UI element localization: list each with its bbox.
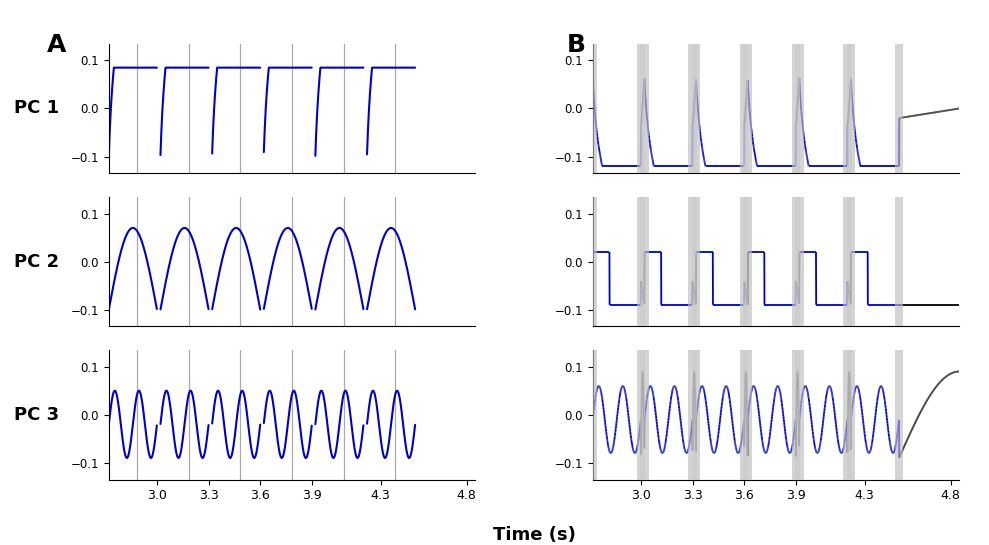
Bar [795,197,804,326]
Bar [847,350,855,480]
Bar [795,350,804,480]
Bar [688,197,697,326]
Bar [847,44,855,173]
Bar [640,350,649,480]
Bar [740,350,749,480]
Bar [795,350,804,480]
Bar [847,197,855,326]
Bar [637,44,645,173]
Bar [791,197,800,326]
Bar [795,44,804,173]
Bar [637,350,645,480]
Bar [744,197,752,326]
Bar [844,197,852,326]
Bar [844,44,852,173]
Bar [895,44,903,173]
Bar [637,44,645,173]
Bar [844,197,852,326]
Bar [744,350,752,480]
Bar [791,350,800,480]
Bar [895,197,903,326]
Bar [895,350,903,480]
Bar [895,350,903,480]
Bar [691,44,700,173]
Bar [744,44,752,173]
Bar [740,350,749,480]
Bar [744,44,752,173]
Bar [688,350,697,480]
Text: Time (s): Time (s) [493,525,576,543]
Bar [637,197,645,326]
Bar [844,350,852,480]
Bar [688,197,697,326]
Bar [740,44,749,173]
Bar [791,44,800,173]
Bar [791,350,800,480]
Bar [740,44,749,173]
Bar [592,197,597,326]
Bar [592,44,597,173]
Bar [847,44,855,173]
Y-axis label: PC 2: PC 2 [14,252,59,271]
Y-axis label: PC 1: PC 1 [14,100,59,118]
Bar [847,350,855,480]
Text: B: B [567,33,586,57]
Bar [637,350,645,480]
Bar [592,350,597,480]
Bar [895,197,903,326]
Bar [688,44,697,173]
Bar [688,44,697,173]
Bar [791,44,800,173]
Bar [592,44,597,173]
Text: A: A [46,33,66,57]
Bar [744,350,752,480]
Bar [691,197,700,326]
Bar [592,197,597,326]
Bar [844,44,852,173]
Bar [691,44,700,173]
Bar [795,197,804,326]
Bar [795,44,804,173]
Bar [791,197,800,326]
Bar [691,197,700,326]
Bar [640,350,649,480]
Bar [844,350,852,480]
Bar [895,44,903,173]
Bar [847,197,855,326]
Bar [740,197,749,326]
Bar [592,350,597,480]
Bar [688,350,697,480]
Bar [640,197,649,326]
Bar [691,350,700,480]
Bar [640,44,649,173]
Bar [640,197,649,326]
Bar [744,197,752,326]
Bar [637,197,645,326]
Bar [691,350,700,480]
Y-axis label: PC 3: PC 3 [14,405,59,423]
Bar [640,44,649,173]
Bar [740,197,749,326]
